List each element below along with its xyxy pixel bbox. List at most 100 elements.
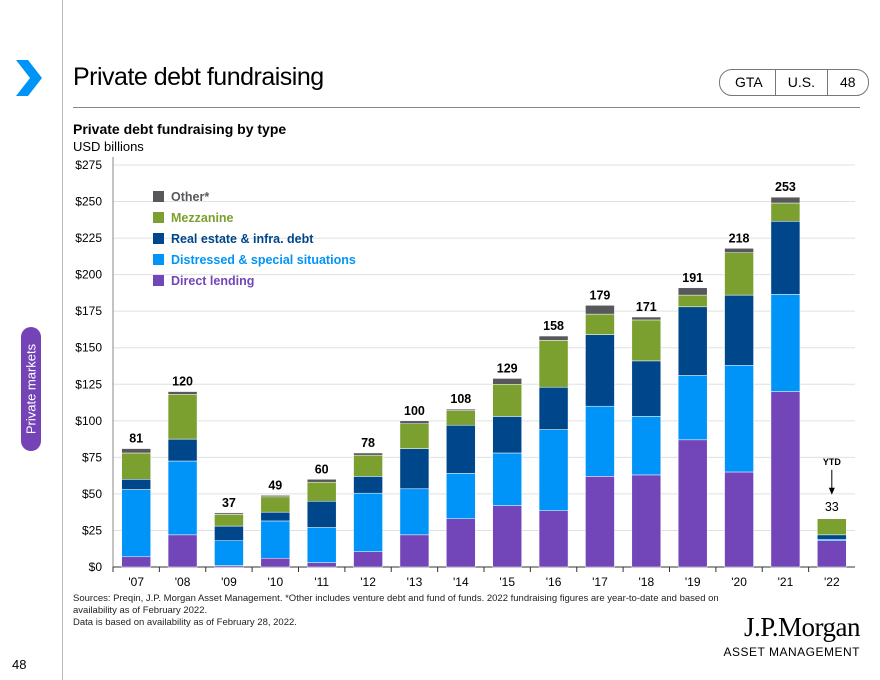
data-label: 171 (636, 300, 657, 314)
logo-sub: ASSET MANAGEMENT (723, 645, 860, 659)
bar-segment-other (585, 305, 615, 315)
bar-segment-realestate (167, 438, 198, 462)
data-label: 218 (729, 231, 750, 245)
bar-segment-other (446, 408, 476, 411)
bar-segment-distressed (770, 294, 801, 392)
footnote-data: Data is based on availability as of Febr… (73, 617, 297, 628)
bar-segment-mezzanine (585, 313, 615, 335)
x-tick-label: '22 (824, 575, 840, 589)
bar-segment-other (121, 448, 151, 454)
y-tick-label: $25 (82, 523, 102, 537)
bar-segment-distressed (214, 540, 244, 566)
bar-segment-realestate (585, 334, 615, 407)
y-tick-label: $200 (75, 268, 102, 282)
bar-segment-mezzanine (817, 518, 847, 536)
chevron-right-icon (16, 60, 42, 96)
y-tick-label: $0 (89, 560, 103, 574)
ytd-annotation: YTD (823, 457, 842, 467)
y-tick-label: $175 (75, 304, 102, 318)
legend-swatch (153, 275, 164, 286)
y-tick-label: $225 (75, 231, 102, 245)
bar-segment-mezzanine (724, 252, 754, 296)
data-label: 33 (825, 500, 839, 514)
bar-segment-realestate (121, 479, 151, 490)
bar-segment-direct (399, 534, 430, 568)
bar-segment-other (167, 391, 198, 395)
bar-segment-realestate (631, 360, 662, 417)
data-label: 108 (450, 392, 471, 406)
data-label: 179 (590, 288, 611, 302)
bar-segment-mezzanine (538, 340, 569, 388)
bar-segment-mezzanine (446, 410, 476, 426)
bar-segment-realestate (817, 534, 847, 540)
bar-segment-distressed (492, 452, 522, 506)
y-tick-label: $125 (75, 377, 102, 391)
x-tick-label: '16 (546, 575, 562, 589)
legend-item-direct: Direct lending (153, 270, 356, 291)
bar-segment-mezzanine (677, 294, 708, 308)
bar-segment-mezzanine (121, 452, 151, 480)
bar-segment-direct (121, 556, 151, 568)
x-tick-label: '10 (267, 575, 283, 589)
tag-page: 48 (826, 70, 868, 95)
bar-segment-mezzanine (492, 384, 522, 417)
bar-segment-mezzanine (167, 394, 198, 440)
bar-segment-distressed (631, 416, 662, 476)
logo-name: J.P.Morgan (743, 612, 861, 642)
ytd-arrow-head (828, 487, 835, 495)
y-tick-label: $150 (75, 341, 102, 355)
bar-segment-distressed (538, 429, 569, 511)
stacked-bar-chart: $0 $25 $50 $75 $100 $125 $150 $175 $200 $225 $250 $… (75, 157, 855, 589)
legend-swatch (153, 233, 164, 244)
bar-segment-distressed (121, 489, 151, 558)
x-tick-label: '14 (453, 575, 469, 589)
page-title: Private debt fundraising (73, 63, 324, 91)
bar-segment-mezzanine (631, 319, 662, 362)
y-tick-label: $75 (82, 450, 102, 464)
bar-segment-realestate (446, 424, 476, 474)
bar-segment-direct (538, 510, 569, 568)
bar-segment-direct (631, 474, 662, 568)
legend-label: Mezzanine (171, 210, 234, 225)
chart-units: USD billions (73, 139, 144, 154)
y-tick-label: $275 (75, 158, 102, 172)
bar-segment-direct (677, 439, 708, 568)
bar-segment-distressed (585, 405, 615, 477)
bar-segment-realestate (260, 511, 291, 522)
jpmorgan-logo: J.P.Morgan ASSET MANAGEMENT (723, 612, 861, 659)
tag-gta: GTA (735, 74, 763, 90)
x-tick-label: '21 (778, 575, 794, 589)
tag-us: U.S. (774, 70, 827, 95)
bar-segment-direct (585, 476, 615, 568)
region-tags: GTA U.S. 48 (719, 69, 869, 96)
legend-swatch (153, 212, 164, 223)
bar-segment-direct (492, 505, 522, 568)
legend-item-mezzanine: Mezzanine (153, 207, 356, 228)
y-tick-label: $50 (82, 487, 102, 501)
bar-segment-other (260, 495, 291, 498)
legend-item-other: Other* (153, 186, 356, 207)
bar-segment-distressed (399, 488, 430, 536)
data-label: 120 (172, 375, 193, 389)
data-label: 78 (361, 436, 375, 450)
bar-segment-direct (353, 551, 383, 568)
bar-segment-distressed (677, 375, 708, 441)
left-divider (62, 0, 63, 680)
bar-segment-mezzanine (306, 481, 337, 502)
x-tick-label: '15 (499, 575, 515, 589)
footnote-sources: Sources: Preqin, J.P. Morgan Asset Manag… (73, 593, 719, 616)
bar-segment-distressed (353, 492, 383, 552)
bar-segment-direct (260, 557, 291, 568)
bar-segment-other (538, 335, 569, 341)
bar-segment-realestate (353, 476, 383, 494)
bar-segment-other (770, 196, 801, 204)
data-label: 100 (404, 404, 425, 418)
legend-swatch (153, 191, 164, 202)
data-label: 37 (222, 496, 236, 510)
data-label: 81 (129, 432, 143, 446)
bar-segment-mezzanine (399, 423, 430, 449)
data-label: 158 (543, 319, 564, 333)
section-tab[interactable]: Private markets (21, 327, 41, 451)
bar-segment-realestate (492, 416, 522, 454)
chart-title: Private debt fundraising by type (73, 121, 287, 137)
